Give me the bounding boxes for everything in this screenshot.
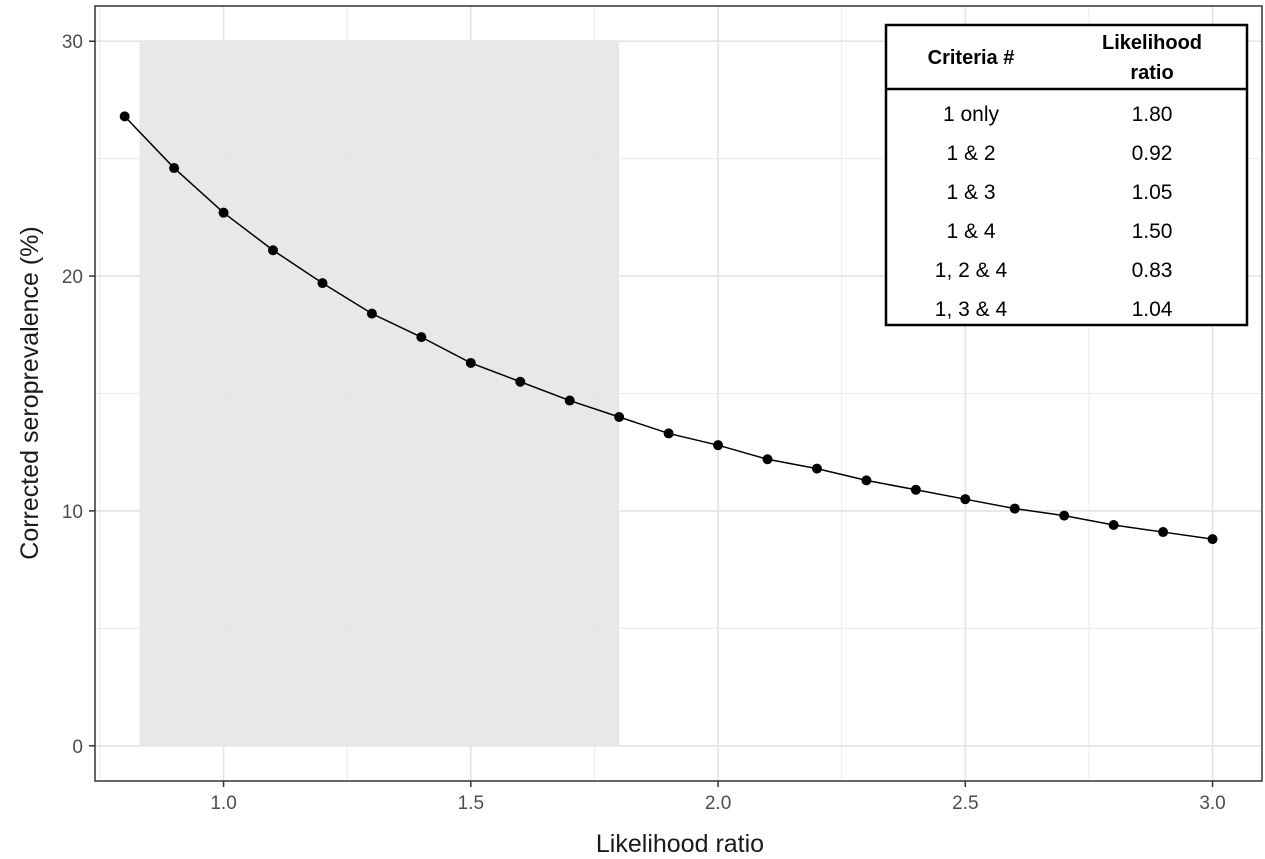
data-point xyxy=(1009,503,1020,514)
data-point xyxy=(663,428,674,439)
x-tick-label: 2.0 xyxy=(705,793,731,814)
data-point xyxy=(515,376,526,387)
table-header-likelihood: Likelihood xyxy=(1102,32,1202,54)
x-tick-label: 1.0 xyxy=(210,793,236,814)
data-point xyxy=(762,454,773,465)
data-point xyxy=(169,163,180,174)
data-point xyxy=(1158,527,1169,538)
data-point xyxy=(119,111,130,122)
y-tick-label: 10 xyxy=(62,502,83,523)
table-cell-ratio: 1.50 xyxy=(1132,220,1173,243)
data-point xyxy=(614,411,625,422)
data-point xyxy=(1059,510,1070,521)
data-point xyxy=(366,308,377,319)
data-point xyxy=(811,463,822,474)
y-tick-label: 20 xyxy=(62,267,83,288)
table-cell-criteria: 1, 2 & 4 xyxy=(935,259,1008,282)
table-header-ratio: ratio xyxy=(1130,62,1173,84)
table-cell-ratio: 0.92 xyxy=(1132,142,1173,165)
data-point xyxy=(317,278,328,289)
shaded-region-layer xyxy=(139,41,620,746)
table-border xyxy=(884,23,1249,327)
data-point xyxy=(910,484,921,495)
data-point xyxy=(1207,534,1218,545)
table-cell-criteria: 1 only xyxy=(943,103,1000,126)
table-rows: 1 only 1.80 1 & 2 0.92 1 & 3 1.05 1 & 4 1.50 1, … xyxy=(935,103,1173,321)
data-point xyxy=(268,245,279,256)
data-point xyxy=(960,494,971,505)
table-cell-criteria: 1, 3 & 4 xyxy=(935,298,1008,321)
data-point xyxy=(416,332,427,343)
x-tick-label: 2.5 xyxy=(952,793,978,814)
table-cell-criteria: 1 & 2 xyxy=(946,142,995,165)
x-axis-title: Likelihood ratio xyxy=(596,830,764,858)
data-point xyxy=(564,395,575,406)
y-tick-label: 0 xyxy=(72,737,83,758)
axis-ticks: 1.0 1.5 2.0 2.5 3.0 0 10 20 30 xyxy=(62,32,1226,814)
inset-table: Criteria # Likelihood ratio 1 only 1.801 … xyxy=(884,23,1249,327)
series-layer xyxy=(119,111,1218,545)
table-cell-ratio: 0.83 xyxy=(1132,259,1173,282)
y-tick-label: 30 xyxy=(62,32,83,53)
table-cell-criteria: 1 & 3 xyxy=(946,181,995,204)
table-header-criteria: Criteria # xyxy=(928,47,1015,69)
data-point xyxy=(713,440,724,451)
table-cell-criteria: 1 & 4 xyxy=(946,220,995,243)
data-point xyxy=(218,207,229,218)
x-tick-label: 1.5 xyxy=(458,793,484,814)
table-cell-ratio: 1.80 xyxy=(1132,103,1173,126)
shaded-region xyxy=(139,41,620,746)
data-point xyxy=(1108,520,1119,531)
data-point xyxy=(465,357,476,368)
table-cell-ratio: 1.04 xyxy=(1132,298,1173,321)
data-point xyxy=(861,475,872,486)
y-axis-title: Corrected seroprevalence (%) xyxy=(16,226,44,559)
x-tick-label: 3.0 xyxy=(1199,793,1225,814)
table-cell-ratio: 1.05 xyxy=(1132,181,1173,204)
plot-panel-border xyxy=(94,5,1263,782)
